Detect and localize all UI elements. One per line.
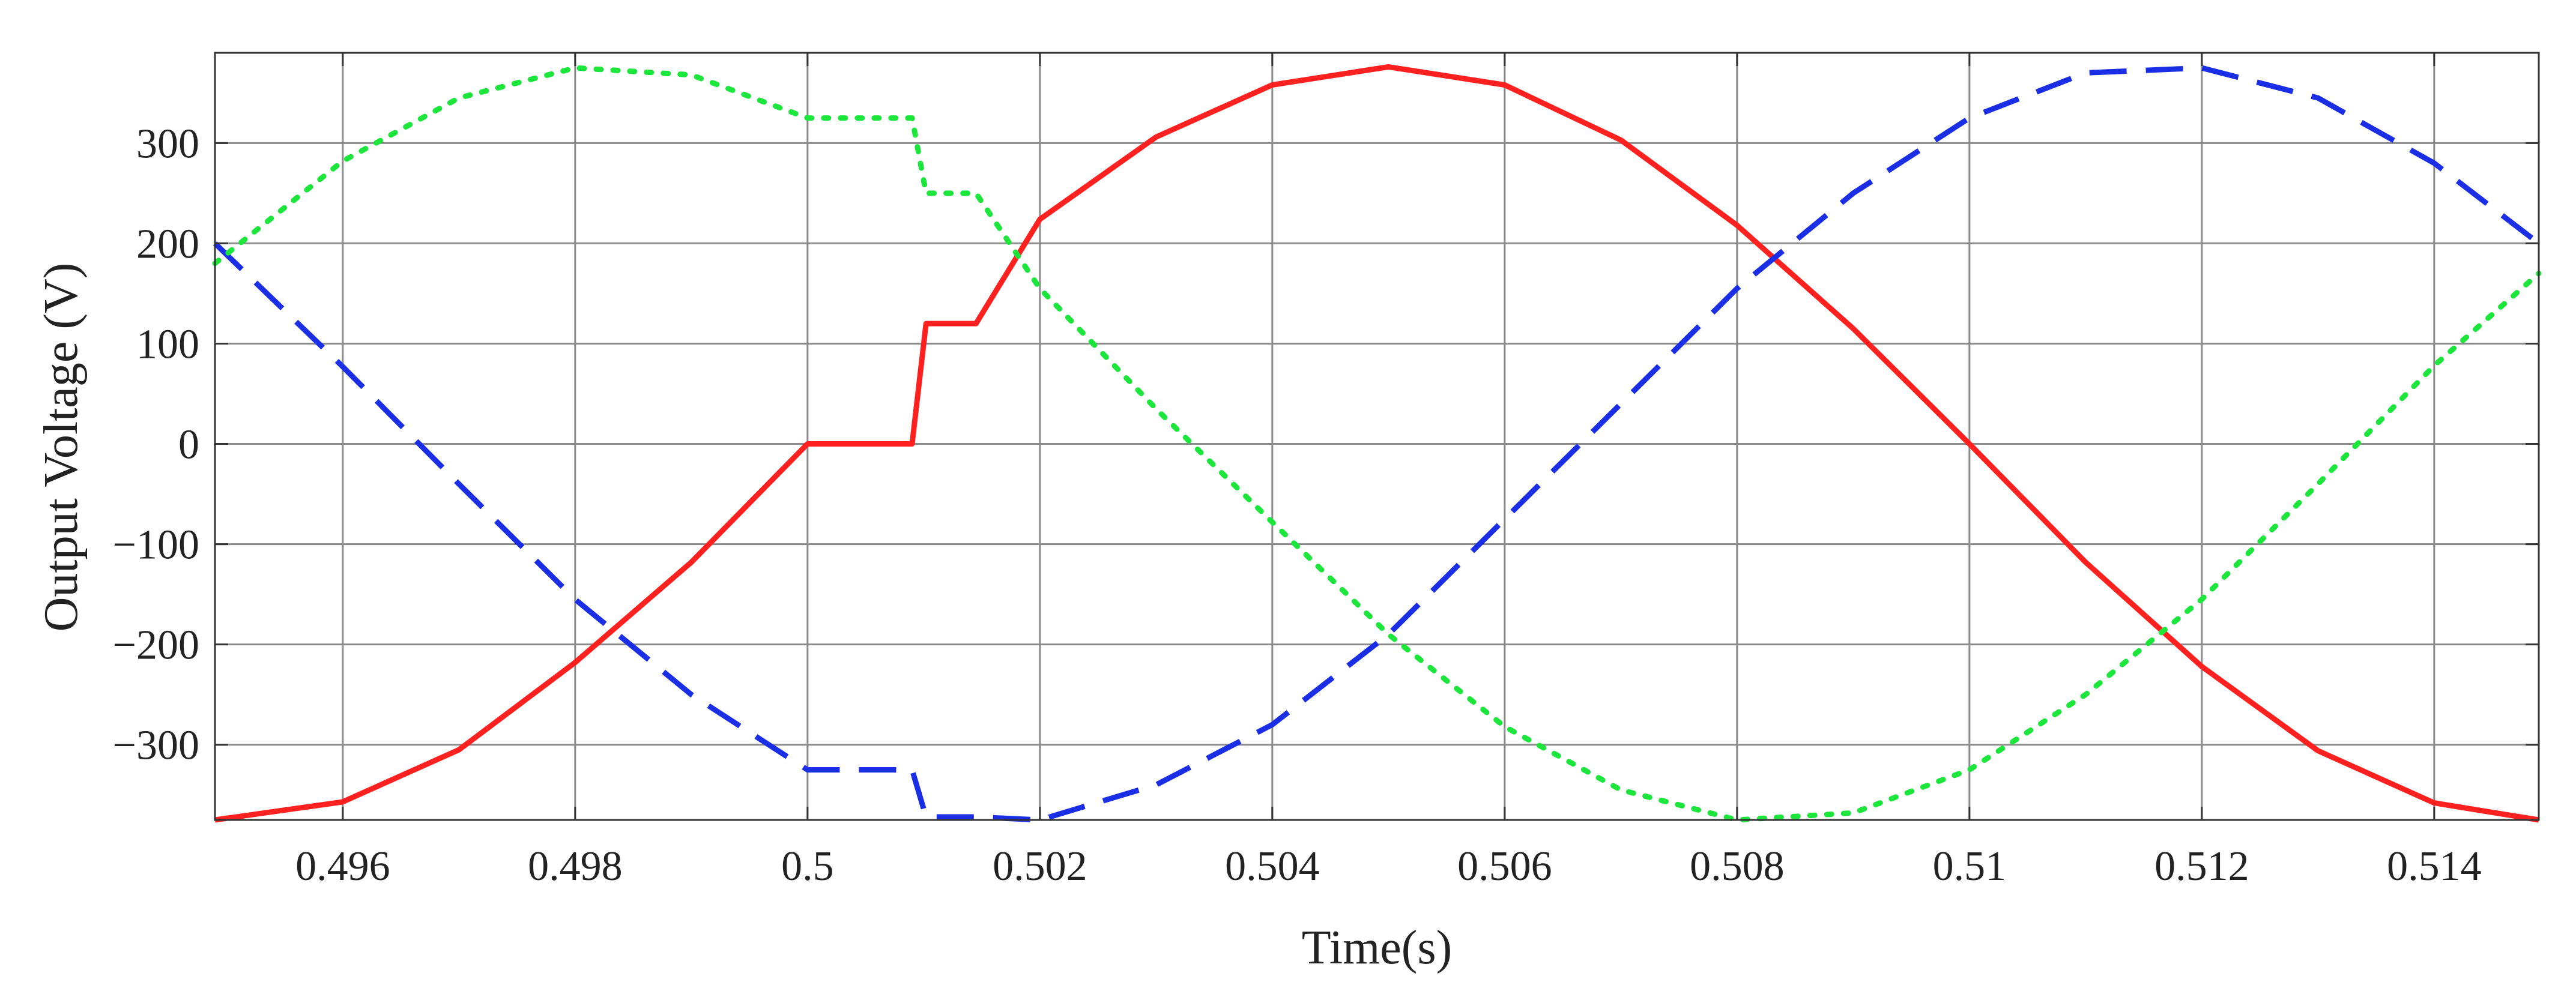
tick-marks	[215, 53, 2539, 820]
y-tick-label: 300	[136, 121, 199, 167]
x-tick-label: 0.504	[1225, 843, 1320, 890]
y-tick-label: −200	[113, 622, 199, 669]
dashed-voltage-line	[213, 65, 2541, 823]
x-tick-label: 0.506	[1457, 843, 1552, 890]
x-tick-label: 0.514	[2387, 843, 2482, 890]
y-axis-label: Output Voltage (V)	[35, 263, 88, 632]
x-tick-label: 0.512	[2154, 843, 2249, 890]
plot-frame	[214, 52, 2540, 821]
y-tick-label: 100	[136, 321, 199, 367]
y-tick-label: 0	[178, 422, 199, 468]
x-tick-label: 0.508	[1690, 843, 1785, 890]
y-tick-label: −100	[113, 522, 199, 568]
x-tick-label: 0.498	[528, 843, 623, 890]
y-tick-label: 200	[136, 221, 199, 267]
x-tick-label: 0.502	[993, 843, 1087, 890]
x-axis-tick-labels: 0.496 0.498 0.5 0.502 0.504 0.506 0.508 0.51 0.5…	[295, 843, 2482, 890]
dotted-voltage-line	[212, 65, 2542, 823]
x-tick-label: 0.496	[295, 843, 390, 890]
x-tick-label: 0.51	[1933, 843, 2007, 890]
y-tick-label: −300	[113, 723, 199, 769]
data-series	[212, 64, 2542, 823]
x-axis-label: Time(s)	[1302, 921, 1452, 974]
y-axis-tick-labels: −300 −200 −100 0 100 200 300	[113, 121, 199, 768]
x-tick-label: 0.5	[781, 843, 834, 890]
solid-voltage-line	[214, 64, 2539, 823]
grid	[215, 53, 2539, 820]
